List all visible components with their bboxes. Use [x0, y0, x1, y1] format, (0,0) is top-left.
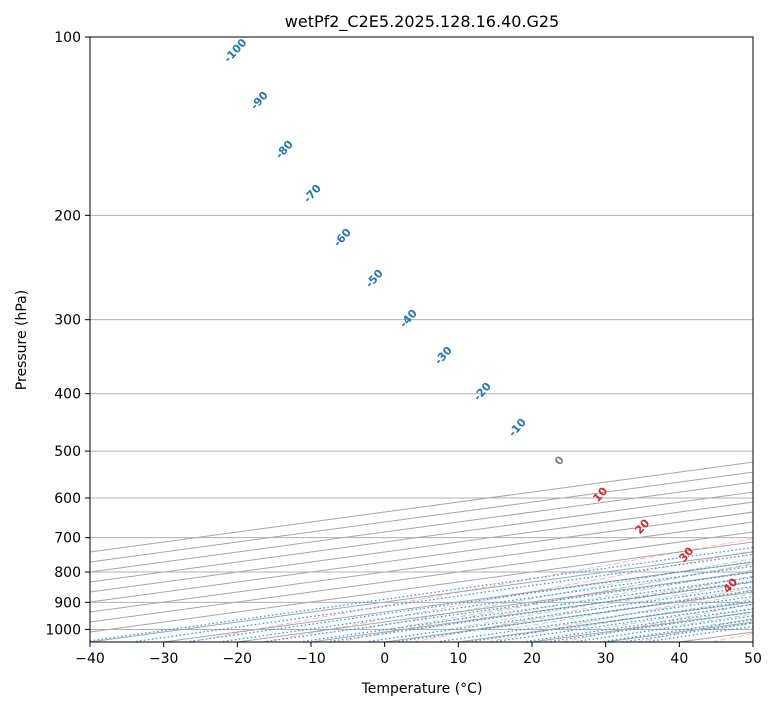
skewed-isotherm — [752, 641, 753, 642]
dry-adiabat — [487, 589, 753, 642]
x-tick-label: 10 — [449, 651, 467, 667]
y-tick-label: 800 — [54, 565, 81, 581]
dry-adiabat — [263, 550, 753, 642]
x-tick-label: −40 — [75, 651, 105, 667]
mixing-ratio-line — [326, 580, 753, 642]
x-tick-label: −20 — [223, 651, 253, 667]
y-tick-label: 100 — [54, 30, 81, 46]
mixing-ratio-line — [185, 561, 753, 642]
x-tick-label: 0 — [380, 651, 389, 667]
dry-adiabat — [412, 575, 753, 642]
skewed-isotherm — [90, 471, 753, 563]
x-tick-label: −30 — [149, 651, 179, 667]
dry-adiabat — [188, 538, 753, 642]
skewed-isotherm — [90, 491, 753, 583]
x-axis: −40 −30 −20 −10 0 10 20 30 40 50 — [75, 642, 762, 667]
skewed-isotherm — [90, 461, 753, 553]
mixing-ratio-line — [436, 595, 753, 642]
moist-adiabat — [388, 563, 753, 630]
skewed-isotherm — [90, 531, 753, 623]
y-tick-label: 1000 — [45, 622, 81, 638]
mixing-ratio-line — [394, 589, 753, 642]
moist-adiabat — [418, 569, 753, 630]
x-tick-label: 30 — [597, 651, 615, 667]
skewed-isotherm — [90, 481, 753, 573]
moist-adiabat — [506, 587, 753, 630]
mixing-ratio-lines — [90, 546, 753, 642]
mixing-ratio-line — [365, 585, 753, 642]
background-lines — [90, 461, 753, 642]
y-tick-label: 500 — [54, 444, 81, 460]
plot-area — [90, 37, 753, 642]
skewed-isotherm — [90, 511, 753, 603]
y-tick-label: 600 — [54, 491, 81, 507]
y-tick-label: 300 — [54, 313, 81, 329]
y-tick-label: 900 — [54, 595, 81, 611]
x-tick-label: −10 — [296, 651, 326, 667]
plot-frame — [89, 36, 754, 643]
y-axis-label: Pressure (hPa) — [14, 290, 30, 390]
x-tick-label: 20 — [523, 651, 541, 667]
y-axis: 100 200 300 400 500 600 700 800 900 1000 — [45, 30, 90, 638]
x-tick-label: 40 — [670, 651, 688, 667]
y-tick-label: 700 — [54, 531, 81, 547]
chart-title: wetPf2_C2E5.2025.128.16.40.G25 — [285, 12, 559, 32]
y-tick-label: 400 — [54, 387, 81, 403]
x-axis-label: Temperature (°C) — [361, 681, 483, 697]
skewed-isotherm — [90, 501, 753, 593]
y-tick-label: 200 — [54, 208, 81, 224]
x-tick-label: 50 — [744, 651, 762, 667]
mixing-ratio-line — [90, 546, 753, 642]
skewed-isotherm — [90, 521, 753, 613]
moist-adiabat — [477, 581, 753, 630]
